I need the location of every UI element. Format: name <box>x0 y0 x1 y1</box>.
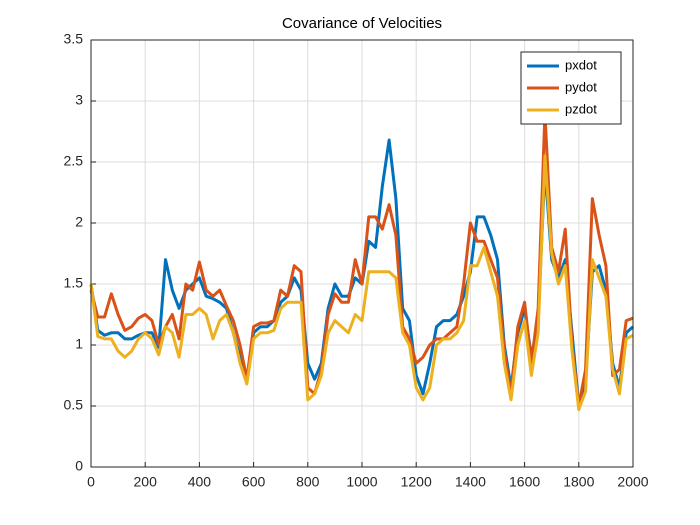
x-tick-label: 1400 <box>455 474 486 490</box>
legend-label: pydot <box>565 79 597 94</box>
x-tick-label: 600 <box>242 474 266 490</box>
y-tick-label: 2.5 <box>64 153 84 169</box>
y-tick-label: 3 <box>75 92 83 108</box>
legend-label: pxdot <box>565 57 597 72</box>
y-tick-label: 0.5 <box>64 397 84 413</box>
x-tick-label: 2000 <box>617 474 648 490</box>
line-series <box>89 154 634 412</box>
y-tick-label: 2 <box>75 214 83 230</box>
x-tick-label: 1800 <box>563 474 594 490</box>
y-tick-label: 1 <box>75 336 83 352</box>
x-tick-label: 1600 <box>509 474 540 490</box>
chart-title: Covariance of Velocities <box>282 15 442 32</box>
x-tick-label: 1200 <box>401 474 432 490</box>
x-tick-label: 400 <box>188 474 212 490</box>
plot-frame <box>90 39 634 468</box>
x-tick-label: 200 <box>134 474 158 490</box>
x-tick-label: 800 <box>296 474 320 490</box>
legend-label: pzdot <box>565 101 597 116</box>
x-tick-label: 1000 <box>346 474 377 490</box>
y-tick-label: 3.5 <box>64 31 84 47</box>
x-tick-label: 0 <box>87 474 95 490</box>
y-tick-label: 0 <box>75 458 83 474</box>
y-tick-label: 1.5 <box>64 275 84 291</box>
